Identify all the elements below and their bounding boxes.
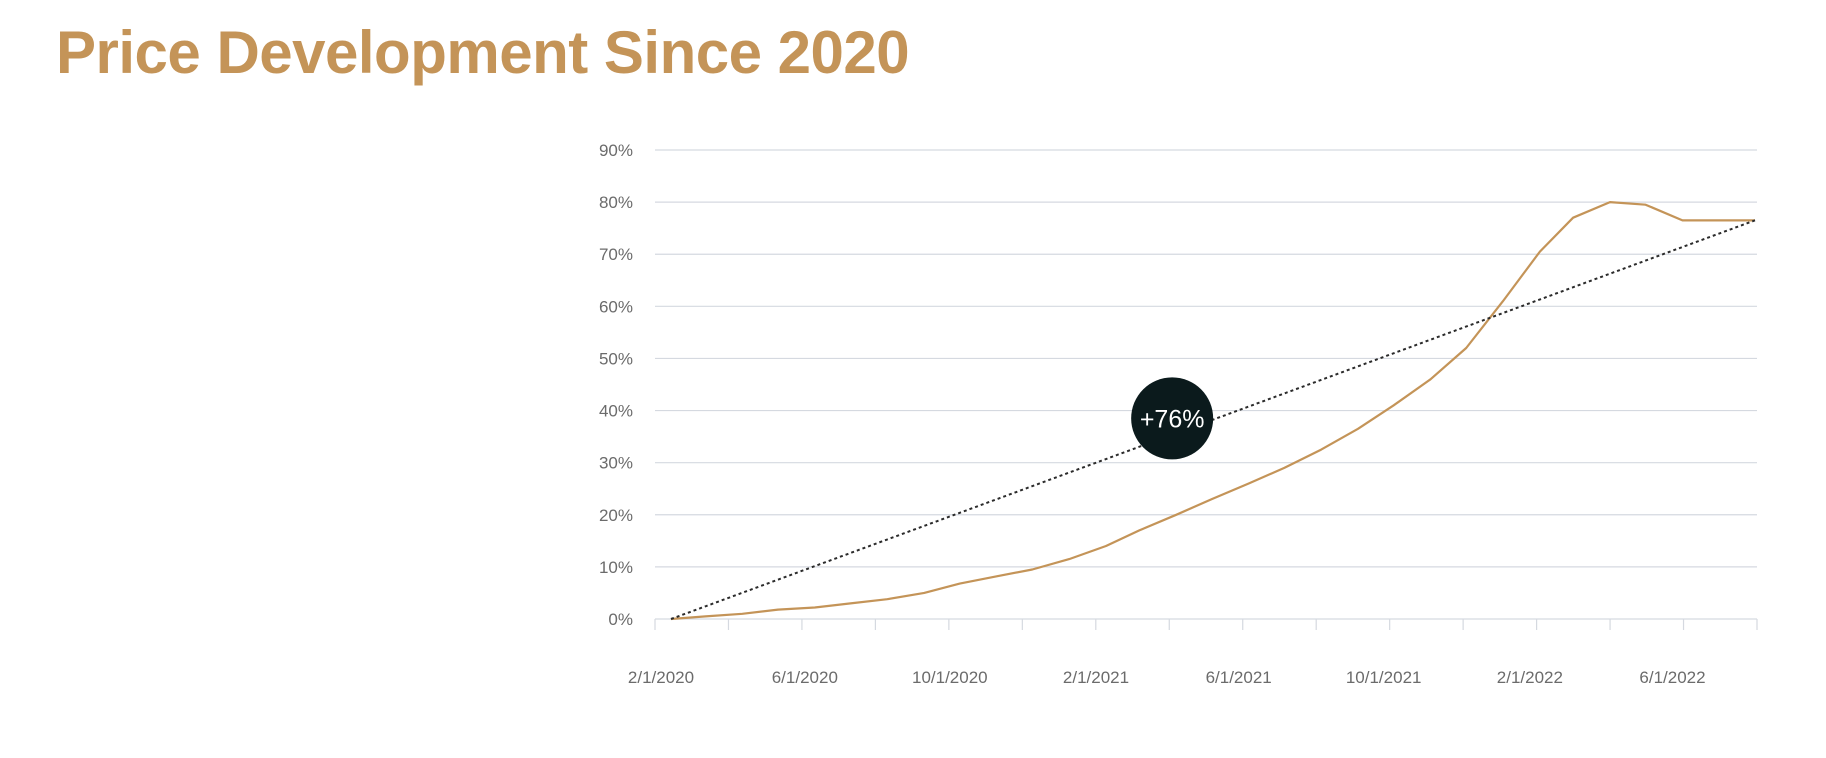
x-tick-label: 2/1/2021 bbox=[1063, 668, 1129, 687]
y-tick-label: 10% bbox=[599, 558, 633, 577]
y-tick-label: 60% bbox=[599, 297, 633, 316]
x-tick-label: 10/1/2021 bbox=[1346, 668, 1422, 687]
y-axis-labels: 0% 10% 20% 30% 40% 50% 60% 70% 80% 90% bbox=[599, 141, 633, 629]
x-tick-label: 6/1/2021 bbox=[1206, 668, 1272, 687]
annotations: +76% bbox=[1131, 377, 1214, 460]
y-tick-label: 50% bbox=[599, 349, 633, 368]
x-tick-label: 10/1/2020 bbox=[912, 668, 988, 687]
y-tick-label: 80% bbox=[599, 193, 633, 212]
x-axis: 2/1/2020 6/1/2020 10/1/2020 2/1/2021 6/1/202… bbox=[628, 619, 1758, 687]
y-tick-label: 20% bbox=[599, 506, 633, 525]
price-series-line bbox=[670, 201, 1755, 621]
x-tick-label: 6/1/2020 bbox=[772, 668, 838, 687]
x-tick-label: 6/1/2022 bbox=[1639, 668, 1705, 687]
grid-lines bbox=[655, 149, 1757, 620]
y-tick-label: 0% bbox=[608, 610, 633, 629]
y-tick-label: 90% bbox=[599, 141, 633, 160]
growth-badge bbox=[1131, 377, 1214, 460]
x-tick-label: 2/1/2020 bbox=[628, 668, 694, 687]
growth-badge-label: +76% bbox=[1140, 405, 1205, 433]
y-tick-label: 70% bbox=[599, 245, 633, 264]
y-tick-label: 40% bbox=[599, 402, 633, 421]
x-tick-label: 2/1/2022 bbox=[1497, 668, 1563, 687]
page-title: Price Development Since 2020 bbox=[56, 19, 910, 86]
y-tick-label: 30% bbox=[599, 454, 633, 473]
